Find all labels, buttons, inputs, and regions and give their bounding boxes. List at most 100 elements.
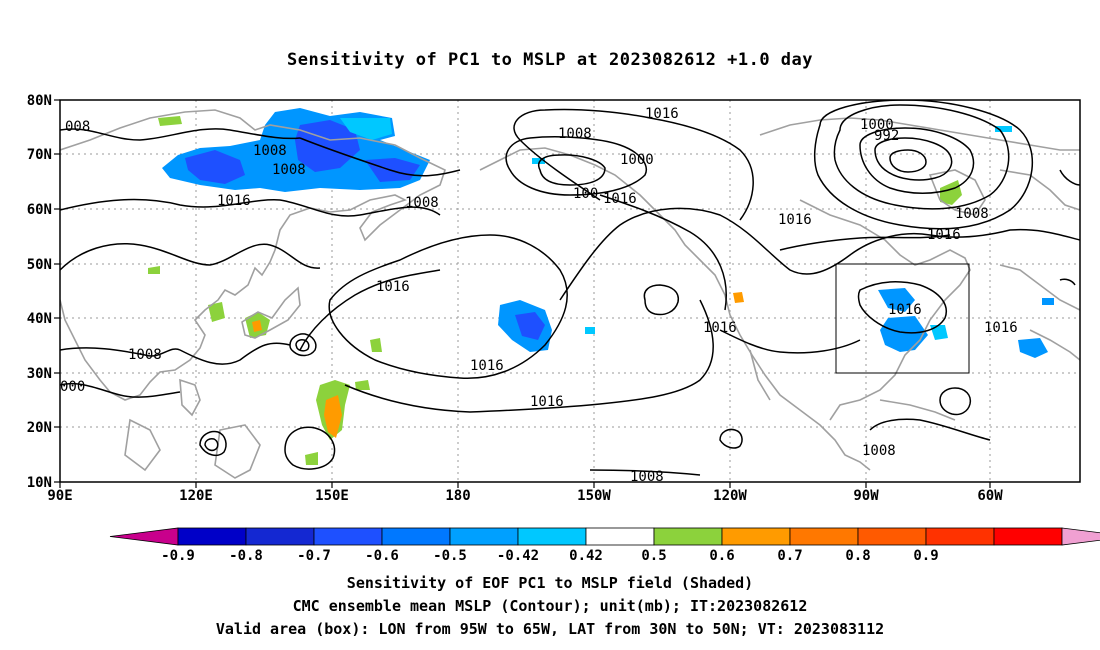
shade-pacific-dark [515,312,545,340]
contour-label: 992 [874,128,899,144]
shade-korea-green [208,302,225,322]
colorbar-segment [993,527,1063,546]
caption-line-1: Sensitivity of EOF PC1 to MSLP field (Sh… [346,574,754,592]
lon-label-90w: 90W [853,488,879,504]
contour-label: 1016 [603,191,637,207]
shade-small-green [148,266,160,274]
contour-labels: 008 1008 1008 1016 1008 1016 1008 000 10… [60,106,1018,485]
lon-labels: 90E 120E 150E 180 150W 120W 90W 60W [47,488,1003,504]
lat-label-20n: 20N [27,420,52,436]
colorbar-tick-label: 0.6 [709,548,734,564]
lon-label-150w: 150W [577,488,611,504]
contour-label: 1016 [470,358,504,374]
shade-small-light [585,327,595,334]
colorbar-segment [585,527,655,546]
shade-japan-orange [252,320,262,332]
lon-label-90e: 90E [47,488,72,504]
shade-us-east-blue [878,288,915,312]
shade-atlantic-blue [1018,338,1048,358]
lat-label-10n: 10N [27,475,52,491]
contour-label: 1008 [128,347,162,363]
colorbar-tick-label: -0.9 [161,548,195,564]
colorbar-tick-label: 0.5 [641,548,666,564]
lat-label-80n: 80N [27,93,52,109]
contour-label: 1008 [630,469,664,485]
lon-label-60w: 60W [977,488,1003,504]
colorbar-segment [245,527,315,546]
contour-label-008: 008 [65,119,90,135]
mslp-contours [60,100,1080,476]
contour-label: 1016 [778,212,812,228]
valid-area-box [835,263,970,374]
contour-label: 1008 [558,126,592,142]
shade-small-green-2 [305,452,318,465]
colorbar-segment [789,527,859,546]
colorbar-segment [857,527,927,546]
shade-arctic-green [158,116,182,126]
caption-line-2: CMC ensemble mean MSLP (Contour); unit(m… [292,597,808,615]
lon-label-150e: 150E [315,488,349,504]
colorbar-tick-label: -0.7 [297,548,331,564]
contour-label: 1016 [645,106,679,122]
colorbar-right-arrow [1061,527,1100,546]
shade-us-east-light [930,325,948,340]
colorbar-left-arrow [109,527,179,546]
contour-label: 1008 [955,206,989,222]
colorbar-segment [721,527,791,546]
lat-labels: 80N 70N 60N 50N 40N 30N 20N 10N [27,93,52,491]
lon-label-180: 180 [445,488,470,504]
lat-label-30n: 30N [27,366,52,382]
shade-siberia-dark [185,150,245,184]
colorbar-tick-label: -0.6 [365,548,399,564]
colorbar-segment [381,527,451,546]
contour-label: 1016 [530,394,564,410]
colorbar-segment [925,527,995,546]
lat-label-40n: 40N [27,311,52,327]
colorbar-tick-label: 0.42 [569,548,603,564]
lat-label-60n: 60N [27,202,52,218]
sensitivity-shading [148,108,1054,465]
axis-ticks [54,99,991,488]
colorbar-tick-label: 0.8 [845,548,870,564]
map-frame [59,99,1081,483]
contour-label: 1016 [984,320,1018,336]
contour-label: 1008 [862,443,896,459]
caption-line-3: Valid area (box): LON from 95W to 65W, L… [215,620,885,638]
lon-label-120w: 120W [713,488,747,504]
colorbar-segment [177,527,247,546]
colorbar-tick-label: -0.8 [229,548,263,564]
shade-tropic-orange [324,395,342,438]
shade-siberia-dark-3 [365,158,420,182]
shade-small-light-2 [995,126,1012,132]
shade-pacific-green [370,338,382,352]
contour-label: 1008 [253,143,287,159]
shade-mexico-orange [733,292,744,303]
contour-label: 1000 [620,152,654,168]
shade-small-green-3 [355,380,370,390]
colorbar-segment [653,527,723,546]
colorbar: -0.9 -0.8 -0.7 -0.6 -0.5 -0.42 0.42 0.5 0.6 0.7 0.… [109,527,1100,564]
contour-label: 1016 [703,320,737,336]
contour-label: 1016 [376,279,410,295]
colorbar-tick-label: 0.9 [913,548,938,564]
contour-label: 1008 [272,162,306,178]
shade-small-blue [1042,298,1054,305]
lat-label-70n: 70N [27,147,52,163]
colorbar-segment [449,527,519,546]
colorbar-segment [313,527,383,546]
contour-label: 100 [573,186,598,202]
lon-label-120e: 120E [179,488,213,504]
contour-label: 1000 [860,117,894,133]
contour-label: 000 [60,379,85,395]
contour-label: 1016 [888,302,922,318]
lat-label-50n: 50N [27,257,52,273]
page-title: Sensitivity of PC1 to MSLP at 2023082612… [286,50,813,70]
contour-label: 1016 [927,227,961,243]
contour-label: 1008 [405,195,439,211]
colorbar-tick-label: 0.7 [777,548,802,564]
shade-siberia-light [340,118,392,140]
colorbar-segment [517,527,587,546]
colorbar-tick-label: -0.42 [497,548,539,564]
colorbar-tick-label: -0.5 [433,548,467,564]
